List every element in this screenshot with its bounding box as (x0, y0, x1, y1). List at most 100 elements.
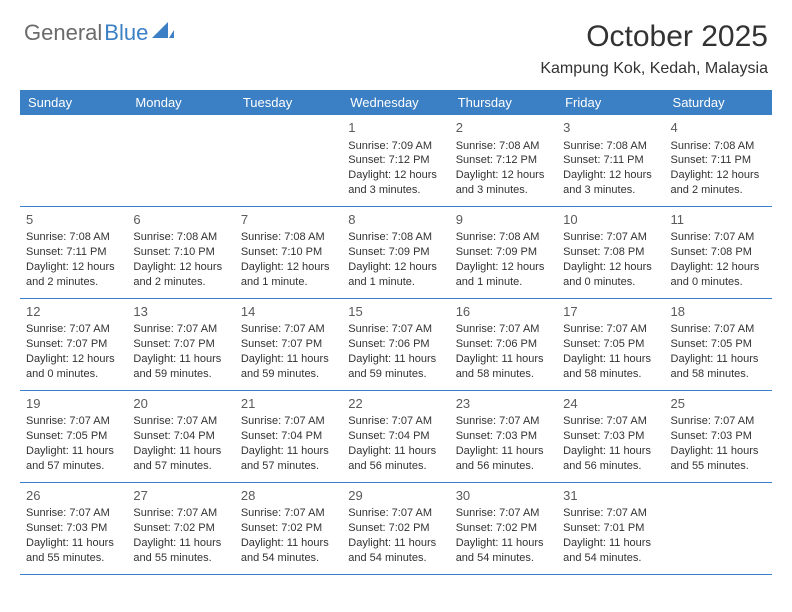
sunset-text: Sunset: 7:03 PM (456, 429, 551, 444)
sunrise-text: Sunrise: 7:08 AM (26, 230, 121, 245)
sunset-text: Sunset: 7:01 PM (563, 521, 658, 536)
sunrise-text: Sunrise: 7:07 AM (671, 322, 766, 337)
sunset-text: Sunset: 7:09 PM (456, 245, 551, 260)
sunrise-text: Sunrise: 7:07 AM (133, 414, 228, 429)
sunset-text: Sunset: 7:06 PM (456, 337, 551, 352)
sunset-text: Sunset: 7:12 PM (348, 153, 443, 168)
daylight-text: Daylight: 12 hours and 2 minutes. (26, 260, 121, 290)
sunset-text: Sunset: 7:04 PM (133, 429, 228, 444)
sunrise-text: Sunrise: 7:07 AM (26, 506, 121, 521)
day-number: 28 (241, 487, 336, 505)
calendar-day-cell: 20Sunrise: 7:07 AMSunset: 7:04 PMDayligh… (127, 391, 234, 482)
day-number: 29 (348, 487, 443, 505)
calendar-day-cell: 28Sunrise: 7:07 AMSunset: 7:02 PMDayligh… (235, 483, 342, 574)
daylight-text: Daylight: 11 hours and 56 minutes. (348, 444, 443, 474)
sunset-text: Sunset: 7:03 PM (563, 429, 658, 444)
day-number: 23 (456, 395, 551, 413)
sunset-text: Sunset: 7:11 PM (26, 245, 121, 260)
weekday-header: Saturday (665, 90, 772, 115)
day-number: 5 (26, 211, 121, 229)
calendar-day-cell: 9Sunrise: 7:08 AMSunset: 7:09 PMDaylight… (450, 207, 557, 298)
day-number: 12 (26, 303, 121, 321)
day-number: 31 (563, 487, 658, 505)
page-header: GeneralBlue October 2025 Kampung Kok, Ke… (0, 0, 792, 78)
daylight-text: Daylight: 12 hours and 3 minutes. (348, 168, 443, 198)
calendar-day-cell: 5Sunrise: 7:08 AMSunset: 7:11 PMDaylight… (20, 207, 127, 298)
sunrise-text: Sunrise: 7:08 AM (133, 230, 228, 245)
day-number: 25 (671, 395, 766, 413)
brand-logo: GeneralBlue (24, 20, 174, 46)
day-number: 11 (671, 211, 766, 229)
calendar-day-cell: 13Sunrise: 7:07 AMSunset: 7:07 PMDayligh… (127, 299, 234, 390)
daylight-text: Daylight: 11 hours and 55 minutes. (26, 536, 121, 566)
daylight-text: Daylight: 11 hours and 54 minutes. (241, 536, 336, 566)
calendar-week-row: 12Sunrise: 7:07 AMSunset: 7:07 PMDayligh… (20, 299, 772, 391)
sunrise-text: Sunrise: 7:07 AM (133, 506, 228, 521)
calendar-grid: 1Sunrise: 7:09 AMSunset: 7:12 PMDaylight… (20, 115, 772, 575)
daylight-text: Daylight: 12 hours and 1 minute. (456, 260, 551, 290)
daylight-text: Daylight: 12 hours and 2 minutes. (133, 260, 228, 290)
daylight-text: Daylight: 11 hours and 55 minutes. (133, 536, 228, 566)
daylight-text: Daylight: 11 hours and 54 minutes. (563, 536, 658, 566)
day-number: 21 (241, 395, 336, 413)
sunset-text: Sunset: 7:07 PM (26, 337, 121, 352)
sunset-text: Sunset: 7:10 PM (133, 245, 228, 260)
daylight-text: Daylight: 12 hours and 0 minutes. (26, 352, 121, 382)
daylight-text: Daylight: 12 hours and 2 minutes. (671, 168, 766, 198)
sunset-text: Sunset: 7:05 PM (563, 337, 658, 352)
calendar-day-cell: 2Sunrise: 7:08 AMSunset: 7:12 PMDaylight… (450, 115, 557, 206)
sunset-text: Sunset: 7:11 PM (671, 153, 766, 168)
sunset-text: Sunset: 7:12 PM (456, 153, 551, 168)
sunrise-text: Sunrise: 7:07 AM (241, 506, 336, 521)
calendar-week-row: 26Sunrise: 7:07 AMSunset: 7:03 PMDayligh… (20, 483, 772, 575)
day-number: 13 (133, 303, 228, 321)
month-title: October 2025 (540, 20, 768, 54)
sunset-text: Sunset: 7:03 PM (26, 521, 121, 536)
day-number: 2 (456, 119, 551, 137)
daylight-text: Daylight: 11 hours and 56 minutes. (456, 444, 551, 474)
sunrise-text: Sunrise: 7:09 AM (348, 139, 443, 154)
sunrise-text: Sunrise: 7:07 AM (133, 322, 228, 337)
day-number: 27 (133, 487, 228, 505)
sunset-text: Sunset: 7:06 PM (348, 337, 443, 352)
sunrise-text: Sunrise: 7:08 AM (563, 139, 658, 154)
sunrise-text: Sunrise: 7:07 AM (563, 230, 658, 245)
daylight-text: Daylight: 11 hours and 58 minutes. (671, 352, 766, 382)
daylight-text: Daylight: 11 hours and 58 minutes. (456, 352, 551, 382)
sunset-text: Sunset: 7:03 PM (671, 429, 766, 444)
calendar-day-cell: 19Sunrise: 7:07 AMSunset: 7:05 PMDayligh… (20, 391, 127, 482)
calendar-day-cell: 24Sunrise: 7:07 AMSunset: 7:03 PMDayligh… (557, 391, 664, 482)
calendar: Sunday Monday Tuesday Wednesday Thursday… (20, 90, 772, 575)
brand-name-b: Blue (104, 20, 148, 46)
day-number: 18 (671, 303, 766, 321)
calendar-day-cell (20, 115, 127, 206)
day-number: 7 (241, 211, 336, 229)
calendar-day-cell: 23Sunrise: 7:07 AMSunset: 7:03 PMDayligh… (450, 391, 557, 482)
sunset-text: Sunset: 7:07 PM (241, 337, 336, 352)
calendar-day-cell: 11Sunrise: 7:07 AMSunset: 7:08 PMDayligh… (665, 207, 772, 298)
daylight-text: Daylight: 11 hours and 55 minutes. (671, 444, 766, 474)
daylight-text: Daylight: 11 hours and 54 minutes. (348, 536, 443, 566)
day-number: 30 (456, 487, 551, 505)
sunset-text: Sunset: 7:02 PM (456, 521, 551, 536)
calendar-day-cell: 27Sunrise: 7:07 AMSunset: 7:02 PMDayligh… (127, 483, 234, 574)
daylight-text: Daylight: 11 hours and 57 minutes. (26, 444, 121, 474)
day-number: 16 (456, 303, 551, 321)
calendar-day-cell: 18Sunrise: 7:07 AMSunset: 7:05 PMDayligh… (665, 299, 772, 390)
weekday-header: Friday (557, 90, 664, 115)
daylight-text: Daylight: 11 hours and 58 minutes. (563, 352, 658, 382)
sunset-text: Sunset: 7:11 PM (563, 153, 658, 168)
calendar-day-cell: 10Sunrise: 7:07 AMSunset: 7:08 PMDayligh… (557, 207, 664, 298)
calendar-day-cell: 17Sunrise: 7:07 AMSunset: 7:05 PMDayligh… (557, 299, 664, 390)
calendar-day-cell: 7Sunrise: 7:08 AMSunset: 7:10 PMDaylight… (235, 207, 342, 298)
calendar-day-cell: 22Sunrise: 7:07 AMSunset: 7:04 PMDayligh… (342, 391, 449, 482)
title-block: October 2025 Kampung Kok, Kedah, Malaysi… (540, 20, 768, 78)
calendar-day-cell: 26Sunrise: 7:07 AMSunset: 7:03 PMDayligh… (20, 483, 127, 574)
calendar-day-cell: 1Sunrise: 7:09 AMSunset: 7:12 PMDaylight… (342, 115, 449, 206)
calendar-day-cell: 12Sunrise: 7:07 AMSunset: 7:07 PMDayligh… (20, 299, 127, 390)
daylight-text: Daylight: 12 hours and 0 minutes. (671, 260, 766, 290)
sunrise-text: Sunrise: 7:07 AM (348, 506, 443, 521)
sunset-text: Sunset: 7:02 PM (348, 521, 443, 536)
calendar-day-cell: 31Sunrise: 7:07 AMSunset: 7:01 PMDayligh… (557, 483, 664, 574)
sunrise-text: Sunrise: 7:07 AM (241, 322, 336, 337)
